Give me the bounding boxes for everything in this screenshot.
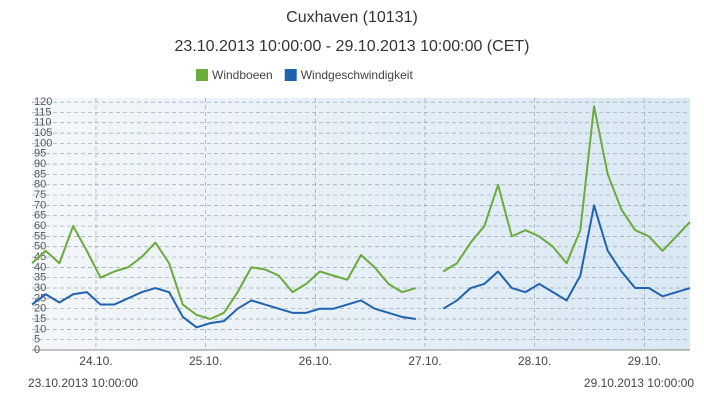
y-tick-label: 50 bbox=[34, 241, 46, 253]
legend-swatch bbox=[284, 69, 297, 81]
y-tick-label: 10 bbox=[34, 323, 46, 335]
x-tick-label: 26.10. bbox=[299, 354, 332, 368]
y-tick-label: 40 bbox=[34, 261, 46, 273]
series-line bbox=[31, 204, 691, 329]
y-tick-label: 35 bbox=[34, 272, 46, 284]
y-tick-label: 95 bbox=[34, 148, 46, 160]
y-tick-label: 70 bbox=[34, 199, 46, 211]
chart-subtitle: 23.10.2013 10:00:00 - 29.10.2013 10:00:0… bbox=[175, 38, 530, 55]
y-tick-label: 30 bbox=[34, 282, 46, 294]
legend-label: Windboeen bbox=[212, 68, 273, 82]
y-tick-label: 110 bbox=[34, 117, 52, 129]
end-label: 29.10.2013 10:00:00 bbox=[584, 376, 694, 390]
y-tick-label: 120 bbox=[34, 96, 52, 108]
y-tick-label: 15 bbox=[34, 313, 46, 325]
y-tick-label: 60 bbox=[34, 220, 46, 232]
y-tick-label: 65 bbox=[34, 210, 46, 222]
x-tick-label: 29.10. bbox=[628, 354, 661, 368]
legend-swatch bbox=[196, 69, 208, 81]
y-tick-label: 115 bbox=[34, 106, 52, 118]
chart-title: Cuxhaven (10131) bbox=[286, 9, 418, 26]
x-tick-label: 27.10. bbox=[408, 354, 441, 368]
y-tick-label: 85 bbox=[34, 168, 46, 180]
y-tick-label: 55 bbox=[34, 230, 46, 242]
x-tick-label: 24.10. bbox=[79, 354, 112, 368]
y-tick-label: 105 bbox=[34, 127, 52, 139]
y-tick-label: 100 bbox=[34, 137, 52, 149]
x-tick-label: 28.10. bbox=[518, 354, 551, 368]
legend-label: Windgeschwindigkeit bbox=[301, 68, 414, 82]
series-line bbox=[31, 105, 691, 321]
start-label: 23.10.2013 10:00:00 bbox=[28, 376, 138, 390]
y-tick-label: 5 bbox=[34, 334, 40, 346]
x-tick-label: 25.10. bbox=[189, 354, 222, 368]
y-tick-label: 80 bbox=[34, 179, 46, 191]
y-tick-label: 90 bbox=[34, 158, 46, 170]
y-tick-label: 20 bbox=[34, 303, 46, 315]
y-tick-label: 75 bbox=[34, 189, 46, 201]
